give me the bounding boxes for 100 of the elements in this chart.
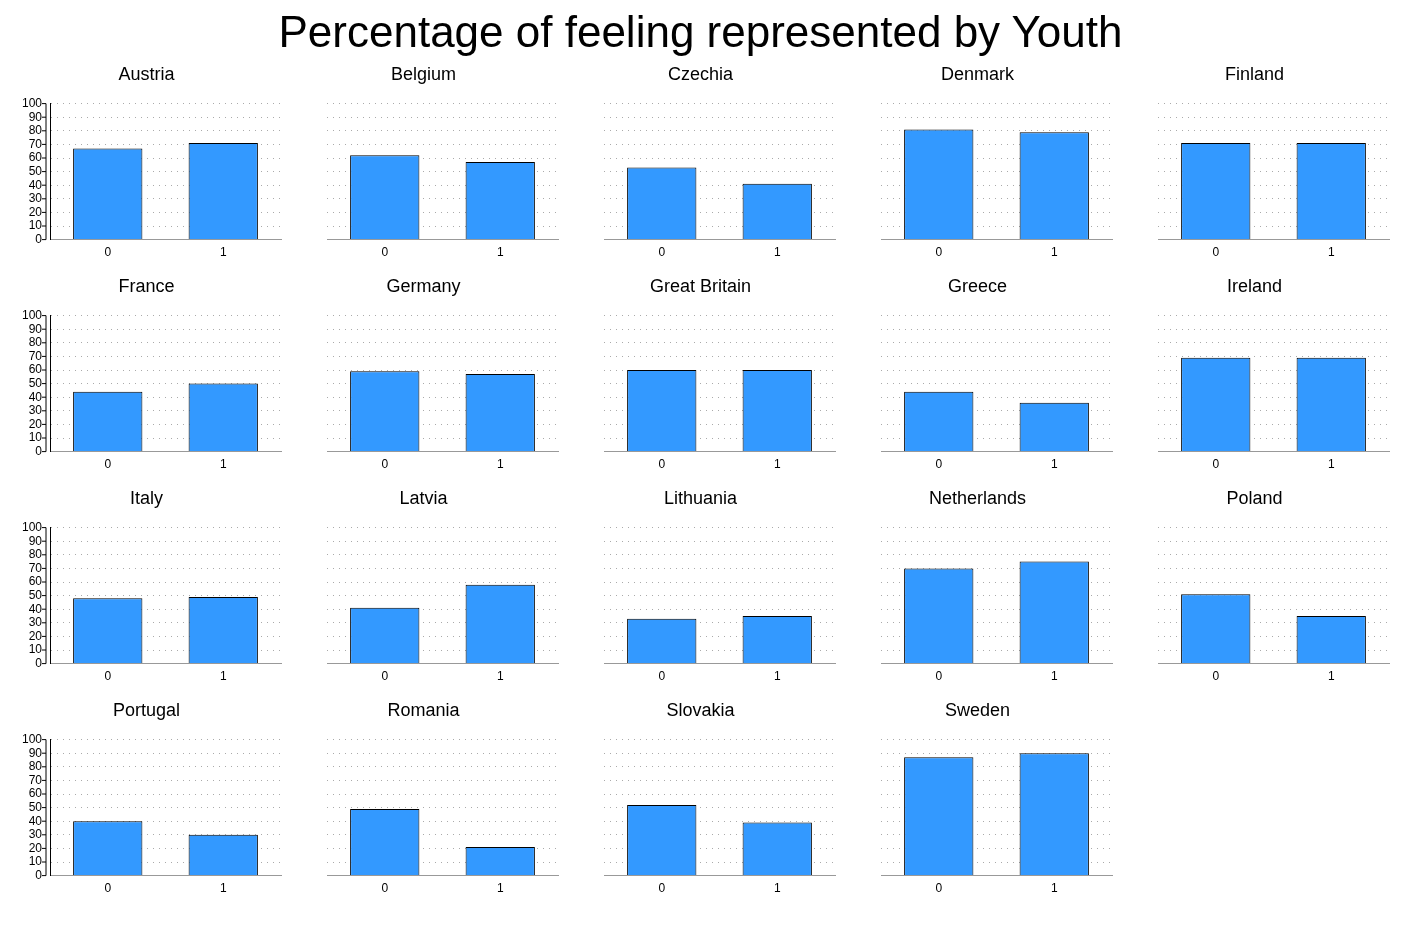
- x-tick-label: 1: [773, 669, 781, 684]
- x-tick-label: 1: [1050, 245, 1058, 260]
- y-tick-label: 10: [28, 642, 43, 657]
- y-tick-label: 60: [28, 150, 43, 165]
- y-tick-label: 60: [28, 786, 43, 801]
- chart-title: Czechia: [667, 63, 734, 84]
- x-tick-label: 1: [219, 457, 227, 472]
- y-tick-label: 40: [28, 389, 43, 404]
- y-tick-label: 30: [28, 403, 43, 418]
- y-tick-label: 50: [28, 799, 43, 814]
- x-tick-label: 1: [773, 245, 781, 260]
- y-tick-label: 60: [28, 574, 43, 589]
- y-tick-label: 90: [28, 745, 43, 760]
- y-tick-label: 40: [28, 813, 43, 828]
- y-tick-label: 80: [28, 335, 43, 350]
- chart-title: Lithuania: [663, 487, 739, 508]
- x-tick-label: 1: [219, 245, 227, 260]
- x-tick-label: 1: [1050, 881, 1058, 896]
- x-tick-label: 0: [1212, 457, 1220, 472]
- x-tick-label: 0: [658, 457, 666, 472]
- y-tick-label: 70: [28, 560, 43, 575]
- x-tick-label: 0: [104, 669, 112, 684]
- x-tick-label: 0: [935, 245, 943, 260]
- chart-title: Poland: [1226, 487, 1283, 508]
- y-tick-label: 70: [28, 136, 43, 151]
- x-tick-label: 1: [219, 881, 227, 896]
- x-tick-label: 0: [1212, 669, 1220, 684]
- x-tick-label: 1: [1050, 669, 1058, 684]
- chart-title: Netherlands: [928, 487, 1027, 508]
- y-tick-label: 40: [28, 177, 43, 192]
- x-tick-label: 0: [935, 457, 943, 472]
- x-tick-label: 0: [381, 457, 389, 472]
- x-tick-label: 1: [1327, 457, 1335, 472]
- y-tick-label: 60: [28, 362, 43, 377]
- x-tick-label: 0: [1212, 245, 1220, 260]
- chart-title: France: [118, 275, 175, 296]
- y-tick-label: 100: [21, 519, 43, 534]
- y-tick-label: 0: [35, 231, 43, 246]
- chart-title: Belgium: [390, 63, 457, 84]
- y-tick-label: 20: [28, 840, 43, 855]
- chart-title: Great Britain: [649, 275, 752, 296]
- chart-title: Germany: [386, 275, 461, 296]
- x-tick-label: 0: [658, 669, 666, 684]
- x-tick-label: 1: [1327, 669, 1335, 684]
- y-tick-label: 50: [28, 587, 43, 602]
- chart-title: Portugal: [112, 699, 181, 720]
- x-tick-label: 0: [104, 245, 112, 260]
- x-tick-label: 0: [658, 881, 666, 896]
- x-tick-label: 1: [1050, 457, 1058, 472]
- x-tick-label: 0: [658, 245, 666, 260]
- chart-title: Denmark: [940, 63, 1015, 84]
- x-tick-label: 0: [381, 245, 389, 260]
- chart-title: Latvia: [399, 487, 449, 508]
- y-tick-label: 20: [28, 416, 43, 431]
- y-tick-label: 70: [28, 772, 43, 787]
- x-tick-label: 1: [496, 669, 504, 684]
- x-tick-label: 0: [935, 669, 943, 684]
- chart-title: Sweden: [944, 699, 1011, 720]
- y-tick-label: 90: [28, 109, 43, 124]
- y-tick-label: 80: [28, 123, 43, 138]
- y-tick-label: 100: [21, 95, 43, 110]
- x-tick-label: 1: [496, 881, 504, 896]
- x-tick-label: 0: [381, 669, 389, 684]
- y-tick-label: 10: [28, 854, 43, 869]
- chart-title: Finland: [1224, 63, 1285, 84]
- x-tick-label: 1: [1327, 245, 1335, 260]
- x-tick-label: 0: [935, 881, 943, 896]
- y-tick-label: 0: [35, 443, 43, 458]
- y-tick-label: 50: [28, 163, 43, 178]
- chart-title: Ireland: [1226, 275, 1283, 296]
- y-tick-label: 90: [28, 321, 43, 336]
- y-tick-label: 0: [35, 655, 43, 670]
- y-tick-label: 30: [28, 615, 43, 630]
- chart-title: Italy: [129, 487, 164, 508]
- x-tick-label: 1: [496, 457, 504, 472]
- y-tick-label: 70: [28, 348, 43, 363]
- y-tick-label: 80: [28, 759, 43, 774]
- y-tick-label: 50: [28, 375, 43, 390]
- chart-title: Slovakia: [666, 699, 736, 720]
- y-tick-label: 0: [35, 867, 43, 882]
- y-tick-label: 90: [28, 533, 43, 548]
- y-tick-label: 30: [28, 827, 43, 842]
- x-tick-label: 0: [104, 457, 112, 472]
- x-tick-label: 1: [496, 245, 504, 260]
- y-tick-label: 20: [28, 628, 43, 643]
- y-tick-label: 20: [28, 204, 43, 219]
- x-tick-label: 0: [104, 881, 112, 896]
- x-tick-label: 0: [381, 881, 389, 896]
- chart-title: Romania: [387, 699, 461, 720]
- x-tick-label: 1: [773, 457, 781, 472]
- text: Percentage of feeling represented by Youth: [277, 7, 1124, 58]
- chart-title: Austria: [118, 63, 176, 84]
- y-tick-label: 10: [28, 430, 43, 445]
- x-tick-label: 1: [219, 669, 227, 684]
- y-tick-label: 100: [21, 307, 43, 322]
- y-tick-label: 30: [28, 191, 43, 206]
- y-tick-label: 80: [28, 547, 43, 562]
- x-tick-label: 1: [773, 881, 781, 896]
- y-tick-label: 40: [28, 601, 43, 616]
- chart-title: Greece: [947, 275, 1008, 296]
